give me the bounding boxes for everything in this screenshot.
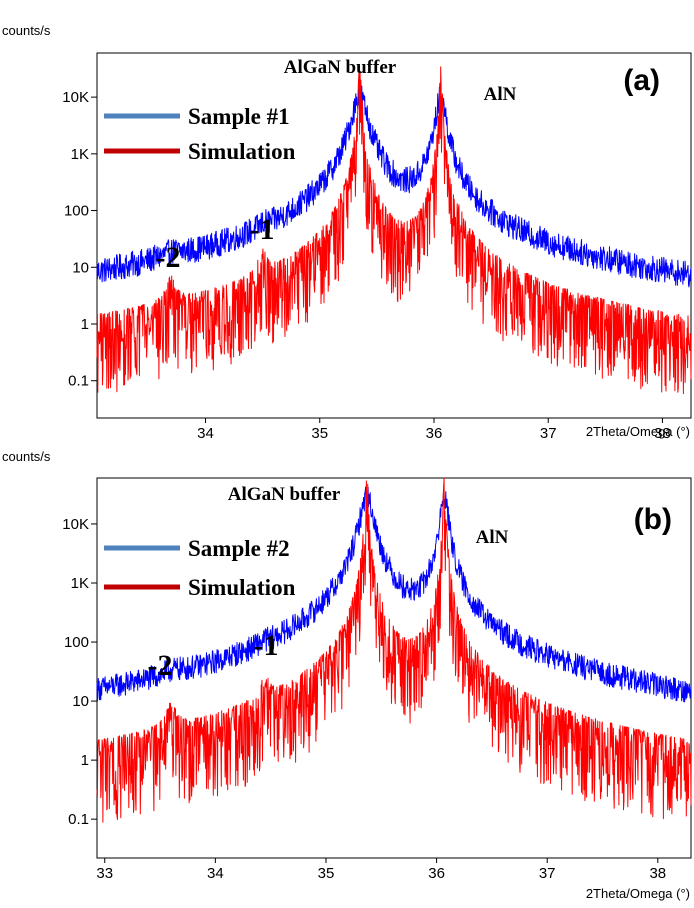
panel-b: counts/s 10K 1K 100 10 1 0.1 33 34 35 36 37 38 2Th… [2, 449, 692, 901]
plot-frame-b [96, 477, 692, 859]
y-tick-label: 1K [71, 146, 89, 163]
y-tick-label: 10 [72, 693, 89, 710]
x-tick-label: 38 [654, 425, 671, 442]
panel-label-b: (b) [634, 503, 672, 536]
legend-label-simulation-b: Simulation [188, 575, 296, 600]
annotation-order-minus2-a: -2 [156, 241, 181, 274]
y-tick-label: 1 [81, 316, 89, 333]
panel-a: counts/s 10K 1K 100 10 1 0.1 34 35 36 37 38 2Thet… [2, 23, 692, 442]
x-ticks-b: 33 34 35 36 37 38 [96, 858, 666, 882]
plot-area-b [96, 477, 692, 823]
series-line-sample [96, 82, 692, 288]
y-tick-label: 1 [81, 752, 89, 769]
x-tick-label: 34 [197, 425, 214, 442]
y-tick-label: 10K [62, 516, 89, 533]
legend-label-sample2: Sample #2 [188, 536, 290, 561]
legend-label-sample1: Sample #1 [188, 104, 290, 129]
y-tick-label: 10 [72, 259, 89, 276]
y-axis-label-a: counts/s [2, 23, 51, 38]
x-tick-label: 35 [318, 865, 335, 882]
annotation-order-minus1-a: -1 [250, 213, 275, 246]
x-tick-label: 37 [540, 425, 557, 442]
series-line-simulation [96, 477, 692, 823]
x-tick-label: 33 [96, 865, 113, 882]
legend-a: Sample #1 Simulation [104, 104, 296, 164]
y-ticks-a: 10K 1K 100 10 1 0.1 [62, 89, 97, 390]
y-tick-label: 0.1 [68, 811, 89, 828]
x-axis-label-a: 2Theta/Omega (°) [586, 424, 690, 439]
plot-area-a [96, 66, 692, 395]
x-tick-label: 37 [539, 865, 556, 882]
x-tick-label: 38 [649, 865, 666, 882]
x-tick-label: 36 [426, 425, 443, 442]
series-line-sample [96, 486, 692, 703]
legend-b: Sample #2 Simulation [104, 536, 296, 600]
plot-frame-a [96, 52, 692, 419]
series-line-simulation [96, 66, 692, 395]
annotation-order-minus1-b: -1 [254, 629, 279, 662]
annotation-aln-b: AlN [476, 527, 509, 548]
y-tick-label: 10K [62, 89, 89, 106]
legend-label-simulation-a: Simulation [188, 139, 296, 164]
annotation-algan-buffer-b: AlGaN buffer [228, 484, 341, 505]
x-tick-label: 34 [207, 865, 224, 882]
y-tick-label: 1K [71, 575, 89, 592]
y-ticks-b: 10K 1K 100 10 1 0.1 [62, 516, 97, 828]
x-tick-label: 35 [311, 425, 328, 442]
annotation-algan-buffer-a: AlGaN buffer [284, 57, 397, 78]
panel-label-a: (a) [623, 64, 660, 97]
y-tick-label: 100 [64, 634, 89, 651]
x-axis-label-b: 2Theta/Omega (°) [586, 886, 690, 901]
y-tick-label: 100 [64, 203, 89, 220]
y-tick-label: 0.1 [68, 373, 89, 390]
x-ticks-a: 34 35 36 37 38 [197, 418, 671, 442]
x-tick-label: 36 [428, 865, 445, 882]
annotation-order-minus2-b: -2 [148, 649, 173, 682]
annotation-aln-a: AlN [484, 84, 517, 105]
y-axis-label-b: counts/s [2, 449, 51, 464]
